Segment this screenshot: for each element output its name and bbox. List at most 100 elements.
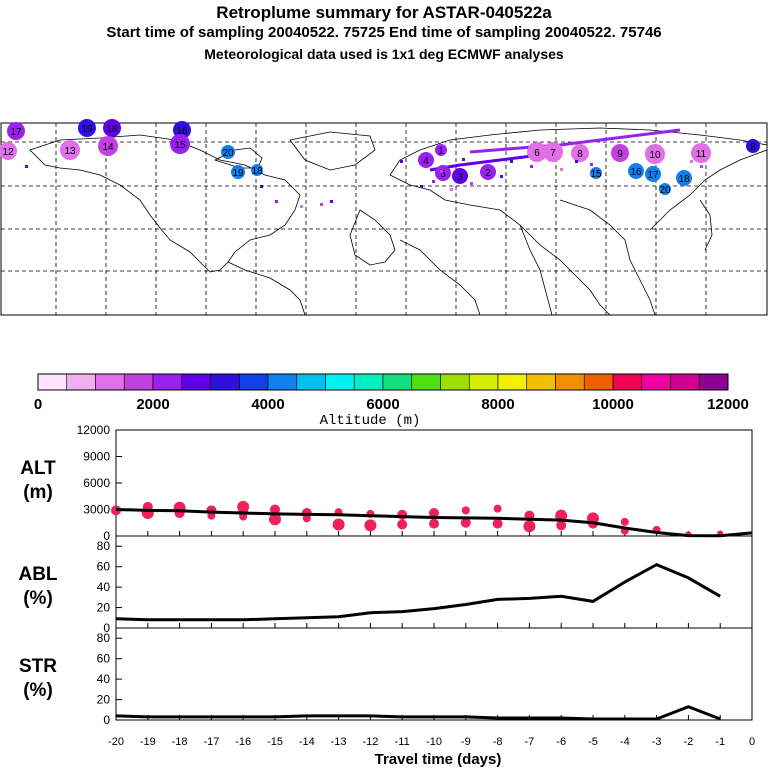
colorbar-tick-label: 2000 — [136, 396, 169, 413]
colorbar-cell — [583, 373, 614, 391]
map-speck — [320, 203, 323, 206]
map-speck — [275, 200, 278, 203]
x-axis-title: Travel time (days) — [375, 751, 502, 768]
map-point-22: 20 — [659, 183, 671, 196]
map-point-2: 12 — [0, 142, 17, 160]
x-tick-label: -14 — [299, 736, 315, 748]
map-point-18: 15 — [590, 167, 602, 180]
x-tick-label: -8 — [493, 736, 503, 748]
svg-text:2: 2 — [485, 168, 491, 179]
map-speck — [700, 165, 703, 168]
map-speck — [575, 160, 578, 163]
y-axis-unit: (%) — [23, 680, 53, 701]
x-tick-label: -16 — [235, 736, 251, 748]
y-tick-label: 6000 — [83, 476, 110, 490]
alt-point — [397, 509, 408, 520]
map-speck — [440, 170, 443, 173]
alt-point — [493, 504, 502, 513]
y-tick-label: 80 — [97, 631, 111, 645]
y-tick-label: 20 — [97, 693, 111, 707]
svg-text:11: 11 — [696, 149, 707, 160]
meteorology-line: Meteorological data used is 1x1 deg ECMW… — [204, 46, 564, 62]
map-point-1: 17 — [7, 122, 25, 140]
map-point-26: 3 — [452, 168, 468, 184]
x-tick-label: -12 — [362, 736, 378, 748]
map-speck — [690, 160, 693, 163]
alt-point — [269, 513, 281, 526]
colorbar-tick-label: 10000 — [592, 396, 634, 413]
chart-title: Retroplume summary for ASTAR-040522a — [216, 3, 552, 22]
map-speck — [420, 185, 423, 188]
svg-text:7: 7 — [550, 148, 556, 159]
svg-text:18: 18 — [106, 124, 118, 135]
alt-point — [239, 512, 248, 521]
x-tick-label: -17 — [203, 736, 219, 748]
y-tick-label: 9000 — [83, 450, 110, 464]
y-tick-label: 20 — [97, 601, 111, 615]
svg-text:17: 17 — [10, 127, 22, 138]
y-tick-label: 0 — [103, 621, 110, 635]
map-speck — [560, 168, 563, 171]
colorbar-cell — [698, 373, 729, 391]
map-point-8: 15 — [170, 134, 190, 154]
map-point-27: 2 — [480, 164, 496, 180]
x-tick-label: -2 — [684, 736, 694, 748]
map-point-19: 16 — [628, 163, 644, 179]
map-point-23: 8 — [746, 139, 760, 153]
y-tick-label: 60 — [97, 652, 111, 666]
time-series-panels: 030006000900012000ALT(m)020406080ABL(%)0… — [18, 423, 755, 748]
colorbar-cell — [123, 373, 154, 391]
altitude-colorbar: 0 2000 4000 6000 8000 10000 12000 Altitude (m) — [34, 373, 749, 429]
svg-text:16: 16 — [630, 167, 642, 178]
colorbar-cell — [440, 373, 470, 391]
colorbar-cell — [37, 373, 68, 391]
map-coastlines — [29, 127, 768, 316]
svg-text:18: 18 — [251, 166, 263, 177]
x-tick-label: -3 — [652, 736, 662, 748]
map-speck — [462, 158, 465, 161]
y-tick-label: 40 — [97, 672, 111, 686]
map-point-13: 7 — [543, 142, 563, 162]
svg-text:14: 14 — [102, 142, 114, 153]
alt-point — [364, 519, 377, 532]
alt-point — [492, 518, 503, 529]
y-tick-label: 0 — [103, 713, 110, 727]
x-tick-label: -15 — [267, 736, 283, 748]
x-tick-label: -5 — [588, 736, 598, 748]
colorbar-cell — [325, 373, 355, 391]
svg-text:19: 19 — [81, 124, 93, 135]
svg-text:8: 8 — [577, 149, 583, 160]
svg-text:3: 3 — [457, 172, 463, 183]
svg-text:13: 13 — [64, 146, 76, 157]
x-tick-label: -7 — [525, 736, 535, 748]
map-speck — [500, 175, 503, 178]
map-speck — [470, 182, 473, 185]
alt-point — [460, 517, 471, 528]
svg-text:16: 16 — [176, 126, 188, 137]
x-tick-label: -9 — [461, 736, 471, 748]
colorbar-tick-label: 8000 — [481, 396, 514, 413]
colorbar-cell — [382, 373, 413, 391]
colorbar-cell — [181, 373, 211, 391]
svg-text:10: 10 — [649, 150, 661, 161]
svg-text:12: 12 — [2, 147, 14, 158]
map-point-20: 17 — [645, 166, 661, 182]
y-axis-title: ABL — [18, 564, 57, 585]
alt-point — [461, 506, 470, 515]
y-tick-label: 3000 — [83, 503, 110, 517]
svg-text:18: 18 — [678, 174, 690, 185]
map-speck — [530, 165, 533, 168]
alt-series-line — [115, 508, 753, 538]
map-point-17: 11 — [691, 143, 711, 163]
map-speck — [25, 165, 28, 168]
map-point-12: 6 — [527, 142, 547, 162]
y-tick-label: 60 — [97, 560, 111, 574]
map-point-24: 4 — [418, 152, 434, 168]
svg-text:9: 9 — [617, 149, 623, 160]
colorbar-cell — [411, 373, 441, 391]
colorbar-cell — [526, 373, 556, 391]
abl-series-line — [115, 562, 721, 622]
svg-text:15: 15 — [174, 140, 186, 151]
colorbar-cell — [296, 373, 326, 391]
